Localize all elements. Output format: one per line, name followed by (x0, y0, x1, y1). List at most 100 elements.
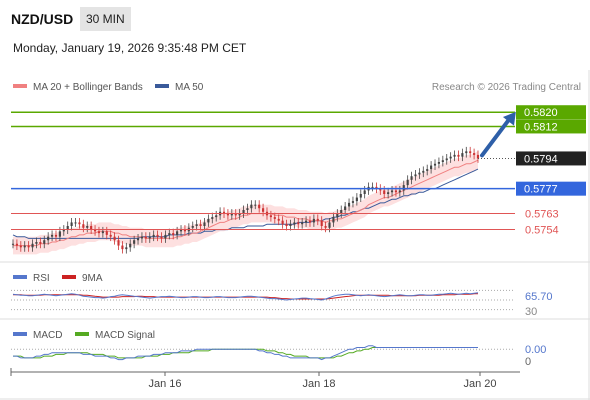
macd-legend: MACD MACD Signal (13, 330, 155, 341)
candle-body (269, 215, 272, 218)
candle-body (144, 236, 147, 239)
legend-swatch-rsi-ma (62, 275, 76, 279)
candle-body (86, 226, 89, 228)
level-label-support: 0.5754 (525, 225, 559, 237)
candle-body (457, 154, 460, 157)
candle-body (54, 234, 58, 237)
legend-label-ma20: MA 20 + Bollinger Bands (33, 82, 143, 93)
rsi-value-label: 65.70 (525, 291, 553, 303)
ma50-line (12, 168, 479, 239)
credit-text: Research © 2026 Trading Central (432, 82, 581, 93)
candle-body (136, 238, 140, 241)
forecast-arrow-head (502, 111, 516, 126)
candle-body (222, 211, 226, 214)
candle-body (465, 151, 468, 154)
candle-body (90, 226, 93, 230)
candle-body (402, 185, 405, 191)
candle-body (449, 156, 452, 159)
candle-body (156, 234, 159, 237)
candle-body (121, 245, 124, 250)
candle-body (97, 231, 101, 234)
price-levels: 0.5820 0.5812 0.5777 0.5763 0.5754 0.5794 (11, 105, 586, 237)
legend-label-rsi-ma: 9MA (82, 273, 103, 284)
candle-body (332, 217, 335, 223)
candle-body (328, 222, 331, 228)
candle-body (277, 218, 280, 221)
candle-body (430, 165, 433, 170)
candle-body (312, 218, 315, 223)
candle-body (140, 236, 144, 239)
candle-body (437, 162, 440, 164)
candle-body (262, 208, 265, 212)
level-badge-pivot (516, 181, 586, 196)
price-legend: MA 20 + Bollinger Bands MA 50 Research ©… (13, 82, 581, 93)
candle-body (152, 234, 155, 237)
candle-body (207, 218, 210, 223)
candle-body (238, 213, 241, 216)
macd-line (13, 345, 478, 361)
legend-label-rsi: RSI (33, 273, 50, 284)
candle-body (117, 240, 120, 246)
candle-body (35, 242, 38, 244)
forecast-arrow-shaft (480, 116, 512, 158)
candle-body (113, 236, 116, 241)
level-badge-resistance (516, 105, 586, 120)
candle-body (105, 231, 108, 235)
candle-body (418, 172, 421, 175)
candle-body (133, 240, 136, 244)
candle-body (125, 247, 128, 250)
symbol-title: NZD/USD (11, 11, 74, 27)
candle-body (199, 224, 202, 226)
candle-body (51, 234, 54, 237)
candle-body (273, 217, 276, 219)
candle-body (226, 213, 229, 216)
level-label-resistance: 0.5812 (524, 121, 558, 133)
candle-body (445, 158, 448, 161)
candle-body (195, 224, 198, 226)
candle-body (164, 234, 167, 239)
rsi-legend: RSI 9MA (13, 273, 103, 284)
candle-body (422, 170, 425, 173)
candle-body (230, 213, 233, 216)
level-badge-resistance (516, 119, 586, 134)
candle-body (336, 213, 339, 218)
legend-swatch-ma20 (13, 84, 27, 88)
candle-body (469, 151, 472, 154)
candle-body (320, 220, 323, 226)
candle-body (15, 243, 18, 246)
candle-body (351, 201, 355, 203)
candle-body (461, 153, 464, 157)
macd-value-label: 0.00 (525, 344, 546, 356)
candle-body (410, 176, 413, 180)
candle-body (387, 192, 390, 194)
candle-body (304, 220, 308, 223)
legend-swatch-macd (13, 332, 27, 336)
timeframe-badge[interactable]: 30 MIN (80, 7, 131, 31)
candle-body (58, 231, 61, 237)
candle-body (394, 190, 398, 193)
candle-body (179, 229, 183, 232)
candle-body (234, 213, 237, 216)
candle-body (23, 245, 26, 248)
bollinger-band-area (13, 151, 478, 255)
candle-body (297, 222, 300, 225)
level-label-support: 0.5763 (525, 209, 559, 221)
candle-body (344, 206, 347, 210)
candle-body (406, 179, 409, 186)
candle-body (340, 210, 343, 214)
candle-body (27, 245, 30, 248)
rsi-plot (11, 289, 515, 311)
candle-body (453, 154, 456, 157)
candle-body (398, 190, 401, 193)
candle-body (129, 243, 132, 248)
candle-body (433, 163, 437, 166)
candle-body (74, 222, 77, 224)
candle-body (66, 226, 69, 230)
legend-label-ma50: MA 50 (175, 82, 204, 93)
candle-body (82, 224, 85, 228)
candle-body (172, 233, 175, 235)
level-label-pivot: 0.5777 (524, 184, 558, 196)
candle-body (47, 236, 50, 241)
candle-body (246, 208, 249, 210)
